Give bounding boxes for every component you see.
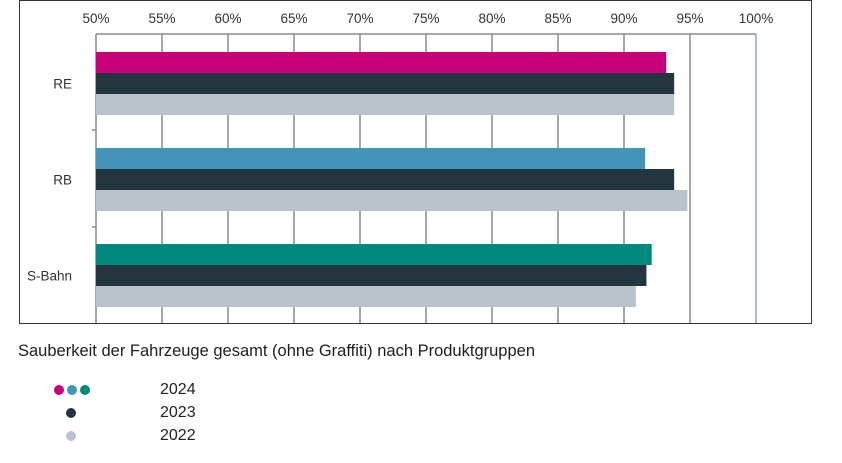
x-tick-label: 95% bbox=[676, 11, 703, 26]
bar-re-2022 bbox=[96, 94, 675, 115]
x-tick-label: 70% bbox=[346, 11, 373, 26]
bar-rb-2024 bbox=[96, 148, 646, 169]
legend-item-2022: 2022 bbox=[0, 427, 220, 447]
x-tick-label: 75% bbox=[412, 11, 439, 26]
bar-chart: 50% 55% 60% 65% 70% 75% 80% 85% 90% 95% 100% RE RB S… bbox=[19, 0, 812, 324]
x-tick-label: 50% bbox=[82, 11, 109, 26]
bar-rb-2022 bbox=[96, 190, 688, 211]
legend-label: 2024 bbox=[160, 381, 196, 398]
x-tick-label: 90% bbox=[610, 11, 637, 26]
x-tick-label: 65% bbox=[280, 11, 307, 26]
x-tick-label: 85% bbox=[544, 11, 571, 26]
category-label: S-Bahn bbox=[27, 269, 72, 284]
category-label: RB bbox=[53, 173, 72, 188]
legend-item-2023: 2023 bbox=[0, 404, 220, 424]
x-tick-label: 60% bbox=[214, 11, 241, 26]
legend-marker-icon bbox=[54, 385, 64, 395]
legend-item-2024: 2024 bbox=[0, 381, 220, 401]
legend-label: 2022 bbox=[160, 427, 196, 444]
bar-rb-2023 bbox=[96, 169, 675, 190]
chart-title: Sauberkeit der Fahrzeuge gesamt (ohne Gr… bbox=[18, 342, 535, 360]
legend-marker-icon bbox=[67, 385, 77, 395]
bar-s-bahn-2024 bbox=[96, 244, 652, 265]
bar-s-bahn-2022 bbox=[96, 286, 636, 307]
legend-marker-icon bbox=[66, 431, 76, 441]
bar-re-2024 bbox=[96, 52, 667, 73]
bar-s-bahn-2023 bbox=[96, 265, 647, 286]
legend-marker-icon bbox=[66, 408, 76, 418]
x-tick-label: 100% bbox=[739, 11, 774, 26]
category-label: RE bbox=[53, 77, 72, 92]
x-tick-label: 55% bbox=[148, 11, 175, 26]
bar-re-2023 bbox=[96, 73, 675, 94]
legend-label: 2023 bbox=[160, 404, 196, 421]
x-tick-label: 80% bbox=[478, 11, 505, 26]
legend-marker-icon bbox=[80, 385, 90, 395]
